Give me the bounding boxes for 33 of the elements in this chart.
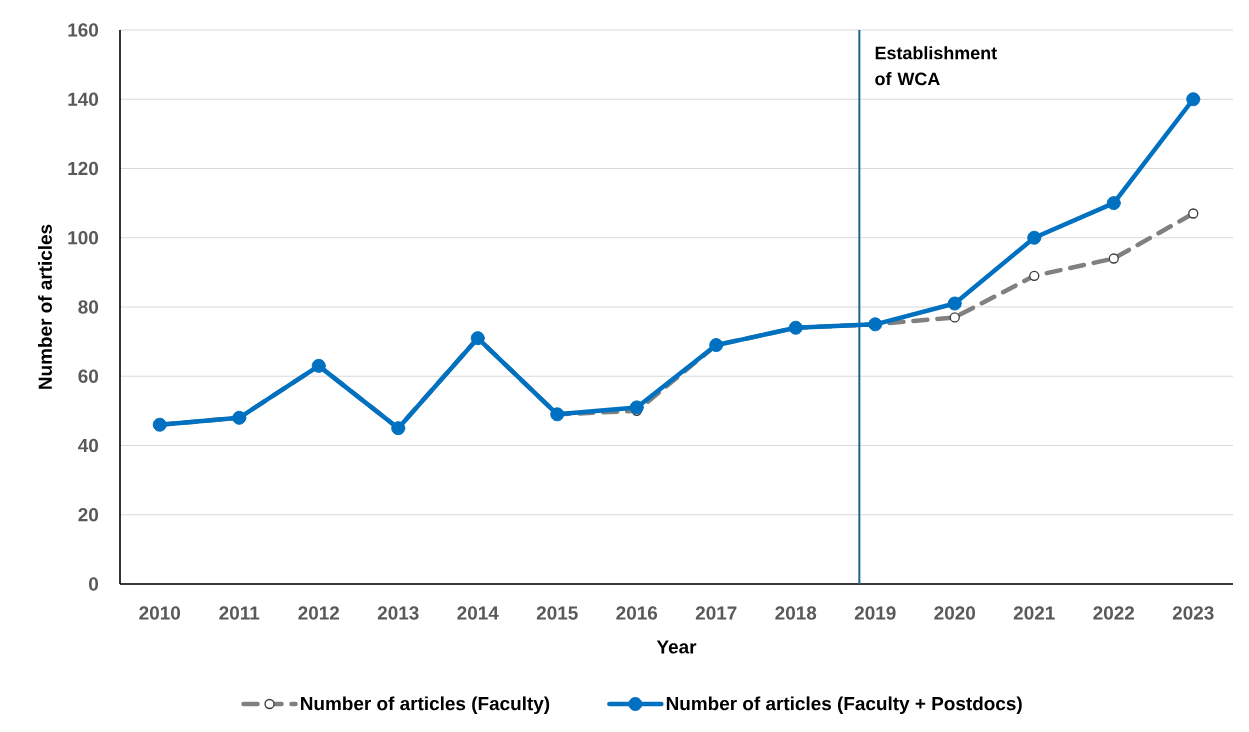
legend-label: Number of articles (Faculty + Postdocs) xyxy=(666,696,1022,715)
point xyxy=(1186,92,1201,107)
x-tick-label: 2020 xyxy=(934,606,976,620)
y-tick-label: 60 xyxy=(78,369,99,383)
x-tick-label: 2011 xyxy=(219,606,260,620)
x-tick-label: 2018 xyxy=(775,606,817,620)
legend-label: Number of articles (Faculty) xyxy=(301,696,550,715)
x-tick-label: 2012 xyxy=(298,606,340,620)
x-tick-label: 2013 xyxy=(377,606,419,620)
point xyxy=(1027,230,1042,245)
point xyxy=(1106,196,1121,211)
x-tick-label: 2023 xyxy=(1172,606,1214,620)
y-tick-label: 160 xyxy=(68,23,99,37)
x-tick-label: 2015 xyxy=(536,606,578,620)
x-tick-label: 2016 xyxy=(616,606,658,620)
y-tick-label: 120 xyxy=(68,161,99,176)
y-tick-label: 100 xyxy=(68,231,99,245)
point xyxy=(629,400,644,415)
y-tick-label: 140 xyxy=(68,92,99,106)
x-axis-title: Year xyxy=(656,640,697,654)
point xyxy=(947,296,962,311)
x-tick-label: 2019 xyxy=(854,606,896,620)
x-tick-label: 2010 xyxy=(139,606,181,620)
ref-line-label: Establishment of WCA xyxy=(875,46,997,86)
x-tick-label: 2014 xyxy=(457,606,499,620)
y-axis-title: Number of articles xyxy=(38,224,52,389)
y-tick-label: 80 xyxy=(78,300,99,314)
y-tick-label: 40 xyxy=(78,438,99,453)
x-tick-label: 2017 xyxy=(695,606,737,620)
y-tick-label: 20 xyxy=(78,508,99,522)
y-tick-label: 0 xyxy=(89,577,99,591)
x-tick-label: 2022 xyxy=(1093,606,1135,620)
x-tick-label: 2021 xyxy=(1013,606,1055,620)
